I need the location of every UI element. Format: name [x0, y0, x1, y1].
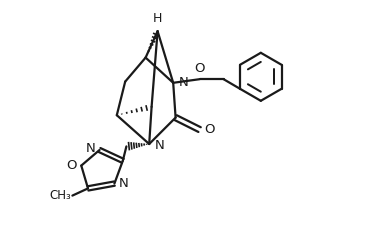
Text: N: N [178, 76, 188, 89]
Text: CH₃: CH₃ [49, 189, 71, 202]
Text: O: O [204, 123, 215, 136]
Text: N: N [119, 177, 128, 190]
Text: O: O [194, 62, 205, 75]
Text: N: N [85, 142, 95, 155]
Text: N: N [155, 139, 164, 152]
Text: O: O [67, 159, 77, 172]
Text: H: H [153, 12, 162, 25]
